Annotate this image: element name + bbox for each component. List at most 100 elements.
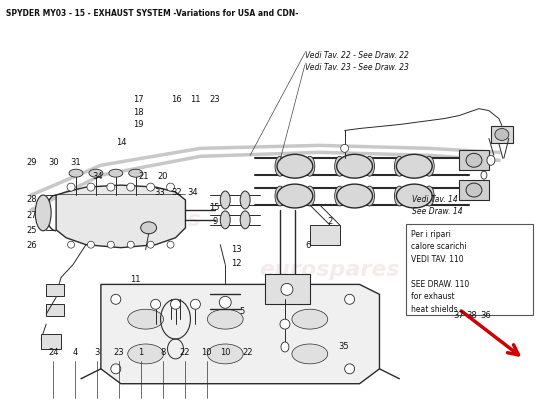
Bar xyxy=(41,334,61,349)
Text: 17: 17 xyxy=(133,95,144,104)
Text: 26: 26 xyxy=(26,241,37,250)
Text: 8: 8 xyxy=(160,348,166,358)
Ellipse shape xyxy=(207,309,243,329)
Polygon shape xyxy=(56,185,185,248)
Text: 27: 27 xyxy=(26,210,37,220)
Text: 5: 5 xyxy=(240,307,245,316)
Text: 23: 23 xyxy=(210,95,220,104)
Ellipse shape xyxy=(424,156,434,176)
Ellipse shape xyxy=(337,184,372,208)
Text: Vedi Tav. 22 - See Draw. 22: Vedi Tav. 22 - See Draw. 22 xyxy=(305,51,409,60)
Ellipse shape xyxy=(337,154,372,178)
Text: 12: 12 xyxy=(232,259,242,268)
Ellipse shape xyxy=(128,309,163,329)
Ellipse shape xyxy=(481,171,487,179)
Ellipse shape xyxy=(292,309,328,329)
Text: 24: 24 xyxy=(48,348,59,358)
Text: 22: 22 xyxy=(179,348,190,358)
Bar xyxy=(46,284,64,296)
Text: 34: 34 xyxy=(188,188,198,196)
Ellipse shape xyxy=(151,299,161,309)
Text: 31: 31 xyxy=(70,158,81,167)
Text: 10: 10 xyxy=(201,348,212,358)
Ellipse shape xyxy=(275,186,285,206)
Ellipse shape xyxy=(397,154,432,178)
Ellipse shape xyxy=(68,241,74,248)
Text: 30: 30 xyxy=(48,158,59,167)
Ellipse shape xyxy=(305,186,315,206)
Text: 36: 36 xyxy=(480,311,491,320)
Text: 15: 15 xyxy=(210,204,220,212)
Text: 11: 11 xyxy=(130,275,141,284)
Ellipse shape xyxy=(275,156,285,176)
Text: 2: 2 xyxy=(327,217,332,226)
Ellipse shape xyxy=(87,241,95,248)
Ellipse shape xyxy=(219,296,231,308)
Ellipse shape xyxy=(281,342,289,352)
Ellipse shape xyxy=(126,183,135,191)
Ellipse shape xyxy=(281,284,293,295)
Bar xyxy=(459,150,489,170)
Text: 1: 1 xyxy=(138,348,144,358)
Ellipse shape xyxy=(167,183,174,191)
Ellipse shape xyxy=(107,183,115,191)
Ellipse shape xyxy=(127,241,134,248)
Ellipse shape xyxy=(147,241,154,248)
Ellipse shape xyxy=(89,169,103,177)
Ellipse shape xyxy=(170,299,180,309)
Text: 35: 35 xyxy=(338,342,349,352)
Bar xyxy=(265,274,310,304)
Ellipse shape xyxy=(487,155,495,165)
Ellipse shape xyxy=(221,211,230,229)
Bar xyxy=(310,225,340,245)
Bar xyxy=(46,304,64,316)
Ellipse shape xyxy=(305,156,315,176)
Bar xyxy=(459,180,489,200)
Bar xyxy=(491,126,513,143)
Text: Vedi Tav. 23 - See Draw. 23: Vedi Tav. 23 - See Draw. 23 xyxy=(305,63,409,72)
Ellipse shape xyxy=(147,183,155,191)
Text: SPYDER MY03 - 15 - EXHAUST SYSTEM -Variations for USA and CDN-: SPYDER MY03 - 15 - EXHAUST SYSTEM -Varia… xyxy=(7,9,299,18)
Text: See Draw. 14: See Draw. 14 xyxy=(412,207,463,216)
Ellipse shape xyxy=(109,169,123,177)
Ellipse shape xyxy=(240,191,250,209)
Text: 10: 10 xyxy=(221,348,231,358)
Ellipse shape xyxy=(107,241,114,248)
Text: Vedi Tav. 14: Vedi Tav. 14 xyxy=(412,195,458,204)
Text: 38: 38 xyxy=(466,311,477,320)
Ellipse shape xyxy=(335,186,345,206)
Text: 16: 16 xyxy=(171,95,182,104)
Text: 33: 33 xyxy=(155,188,166,196)
Ellipse shape xyxy=(466,183,482,197)
Ellipse shape xyxy=(167,241,174,248)
Ellipse shape xyxy=(280,319,290,329)
Text: 6: 6 xyxy=(305,241,311,250)
Text: 19: 19 xyxy=(133,120,144,129)
Ellipse shape xyxy=(397,184,432,208)
Text: 3: 3 xyxy=(95,348,100,358)
FancyBboxPatch shape xyxy=(406,224,533,315)
Text: 13: 13 xyxy=(232,245,242,254)
Ellipse shape xyxy=(365,156,375,176)
Text: eurospares: eurospares xyxy=(260,260,400,280)
Text: 25: 25 xyxy=(26,226,37,236)
Ellipse shape xyxy=(345,364,355,374)
Text: 22: 22 xyxy=(243,348,253,358)
Text: 18: 18 xyxy=(133,108,144,117)
Ellipse shape xyxy=(35,195,51,231)
Ellipse shape xyxy=(128,344,163,364)
Ellipse shape xyxy=(141,222,157,234)
Ellipse shape xyxy=(340,144,349,152)
Text: 14: 14 xyxy=(117,138,127,147)
Text: 34: 34 xyxy=(92,172,102,181)
Ellipse shape xyxy=(111,364,121,374)
Ellipse shape xyxy=(394,156,404,176)
Text: 23: 23 xyxy=(114,348,124,358)
Ellipse shape xyxy=(394,186,404,206)
Ellipse shape xyxy=(335,156,345,176)
Ellipse shape xyxy=(87,183,95,191)
Text: 4: 4 xyxy=(73,348,78,358)
Text: 28: 28 xyxy=(26,196,37,204)
Ellipse shape xyxy=(365,186,375,206)
Ellipse shape xyxy=(495,128,509,140)
